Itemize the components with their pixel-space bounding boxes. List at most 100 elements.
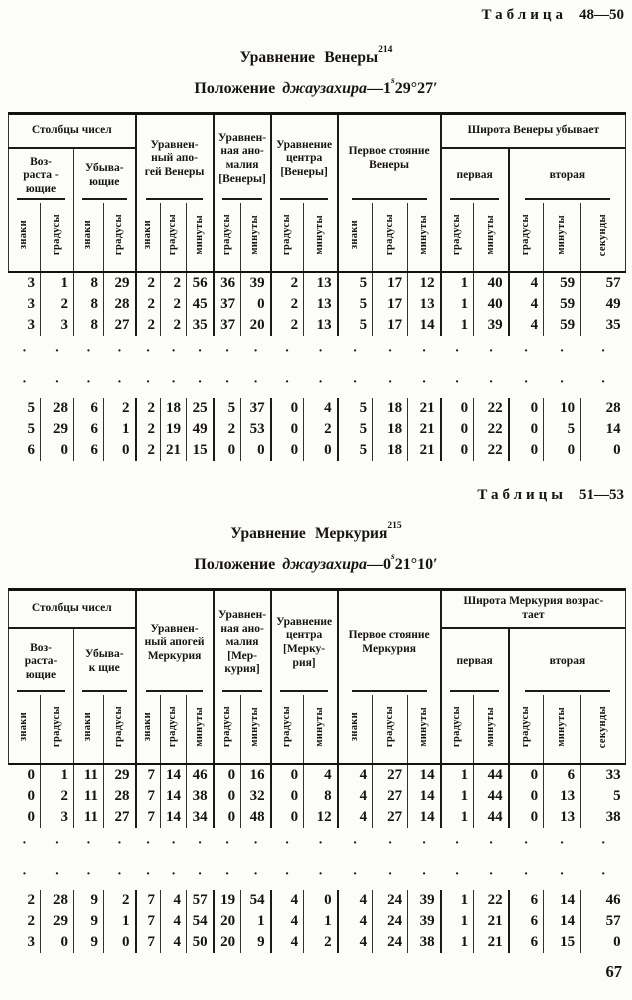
- unit-label-col18: минуты: [543, 203, 582, 273]
- value-cell: 28: [40, 398, 74, 419]
- value-cell: 7: [135, 932, 162, 953]
- subtitle-value: 0: [383, 556, 391, 573]
- ellipsis-cell: ·: [86, 866, 91, 882]
- value-cell: 46: [605, 892, 621, 908]
- unit-label-col3: знаки: [73, 695, 104, 765]
- latitude-header: Широта Меркурия возрас- тает: [440, 589, 627, 629]
- center-equation-header: Уравнение центра [Венеры]: [270, 113, 339, 203]
- value-cell: 59: [543, 294, 582, 315]
- value-cell: 0: [508, 807, 545, 828]
- caption-range: 48—50: [579, 7, 624, 23]
- value-cell: 14: [543, 911, 582, 932]
- unit-label-col10: градусы: [270, 695, 305, 765]
- value-cell: 1: [440, 272, 475, 294]
- title-text: Уравнение Меркурия: [230, 525, 388, 542]
- value-cell: 18: [372, 398, 409, 419]
- value-cell: 27: [103, 315, 137, 336]
- ellipsis-cell: ·: [117, 374, 122, 390]
- value-cell: 0: [270, 419, 305, 440]
- header-sub-row: Воз- раста- ющие Убыва- к щие первая вто…: [8, 628, 627, 695]
- ellipsis-cell: ·: [224, 374, 230, 390]
- value-cell: 0: [543, 440, 582, 461]
- ellipsis-cell: ·: [600, 374, 606, 390]
- unit-label-col7: минуты: [186, 203, 215, 273]
- ellipsis-cell: ·: [523, 835, 529, 851]
- value-cell: 0: [270, 440, 305, 461]
- unit-label-col9: минуты: [240, 203, 272, 273]
- value-cell: 29: [103, 764, 137, 786]
- value-cell: 56: [186, 272, 215, 294]
- unit-label-col2: градусы: [40, 695, 74, 765]
- ellipsis-cell: ·: [145, 866, 151, 882]
- value-cell: 37: [240, 398, 272, 419]
- value-cell: 11: [73, 786, 104, 807]
- unit-label-col3: знаки: [73, 203, 104, 273]
- ellipsis-cell: ·: [352, 835, 358, 851]
- value-cell: 0: [213, 786, 242, 807]
- value-cell: 5: [337, 419, 374, 440]
- value-cell: 18: [372, 419, 409, 440]
- ascending-header: Воз- раста- ющие: [8, 628, 74, 695]
- tables-caption-venus: Таблица 48—50: [0, 0, 632, 24]
- ellipsis-cell: ·: [284, 374, 290, 390]
- ellipsis-cell: ·: [318, 343, 323, 359]
- value-cell: 3: [8, 294, 41, 315]
- ellipsis-cell: ·: [352, 343, 358, 359]
- value-cell: 36: [213, 272, 242, 294]
- value-cell: 6: [508, 890, 545, 911]
- value-cell: 28: [40, 890, 74, 911]
- value-cell: 4: [508, 315, 545, 336]
- value-cell: 28: [605, 400, 621, 416]
- value-cell: 40: [473, 294, 510, 315]
- unit-label-col19: секунды: [580, 203, 627, 273]
- value-cell: 1: [240, 911, 272, 932]
- ellipsis-cell: ·: [54, 835, 60, 851]
- value-cell: 2: [135, 398, 162, 419]
- value-cell: 0: [240, 440, 272, 461]
- ellipsis-row: · · · · · · · · · · · · · · · · · · ·: [9, 336, 626, 367]
- header-group-row: Столбцы чисел Уравнен- ный апо- гей Вене…: [7, 113, 627, 203]
- value-cell: 2: [135, 294, 162, 315]
- value-cell: 4: [303, 764, 339, 786]
- value-cell: 21: [407, 419, 442, 440]
- value-cell: 49: [186, 419, 215, 440]
- value-cell: 2: [135, 419, 162, 440]
- ellipsis-cell: ·: [488, 835, 494, 851]
- unit-label-col14: минуты: [407, 203, 442, 273]
- ellipsis-cell: ·: [352, 374, 358, 390]
- ascending-header: Воз- раста - ющие: [8, 148, 74, 203]
- value-cell: 6: [73, 398, 104, 419]
- unit-label-col18: минуты: [543, 695, 582, 765]
- caption-word: Таблицы: [477, 487, 567, 503]
- value-cell: 21: [407, 440, 442, 461]
- value-cell: 44: [473, 786, 510, 807]
- value-cell: 59: [543, 315, 582, 336]
- value-cell: 46: [186, 764, 215, 786]
- ellipsis-cell: ·: [22, 866, 27, 882]
- value-cell: 57: [605, 913, 621, 929]
- unit-label-col13: градусы: [372, 695, 409, 765]
- value-cell: 27: [372, 764, 409, 786]
- ellipsis-cell: ·: [197, 835, 203, 851]
- value-cell: 9: [73, 890, 104, 911]
- unit-label-col11: минуты: [303, 695, 339, 765]
- value-cell: 2: [160, 294, 188, 315]
- value-cell: 54: [186, 911, 215, 932]
- unit-label-col12: знаки: [337, 695, 374, 765]
- value-cell: 0: [270, 786, 305, 807]
- data-row: 6 0 6 0 2 21 15 0 0 0 0 5 18 21 0 22 0 0 0: [8, 440, 626, 461]
- ellipsis-cell: ·: [145, 343, 151, 359]
- ellipsis-cell: ·: [117, 343, 122, 359]
- mercury-position-subtitle: Положение джаузахира—0s21°10′: [0, 552, 632, 574]
- data-row: 3 2 8 28 2 2 45 37 0 2 13 5 17 13 1 40 4 59 49: [8, 294, 626, 315]
- value-cell: 2: [135, 315, 162, 336]
- value-cell: 2: [40, 786, 74, 807]
- value-cell: 0: [40, 932, 74, 953]
- ellipsis-cell: ·: [253, 343, 258, 359]
- value-cell: 10: [543, 398, 582, 419]
- value-cell: 0: [213, 807, 242, 828]
- value-cell: 2: [270, 272, 305, 294]
- value-cell: 20: [213, 932, 242, 953]
- ellipsis-cell: ·: [318, 374, 323, 390]
- value-cell: 4: [508, 294, 545, 315]
